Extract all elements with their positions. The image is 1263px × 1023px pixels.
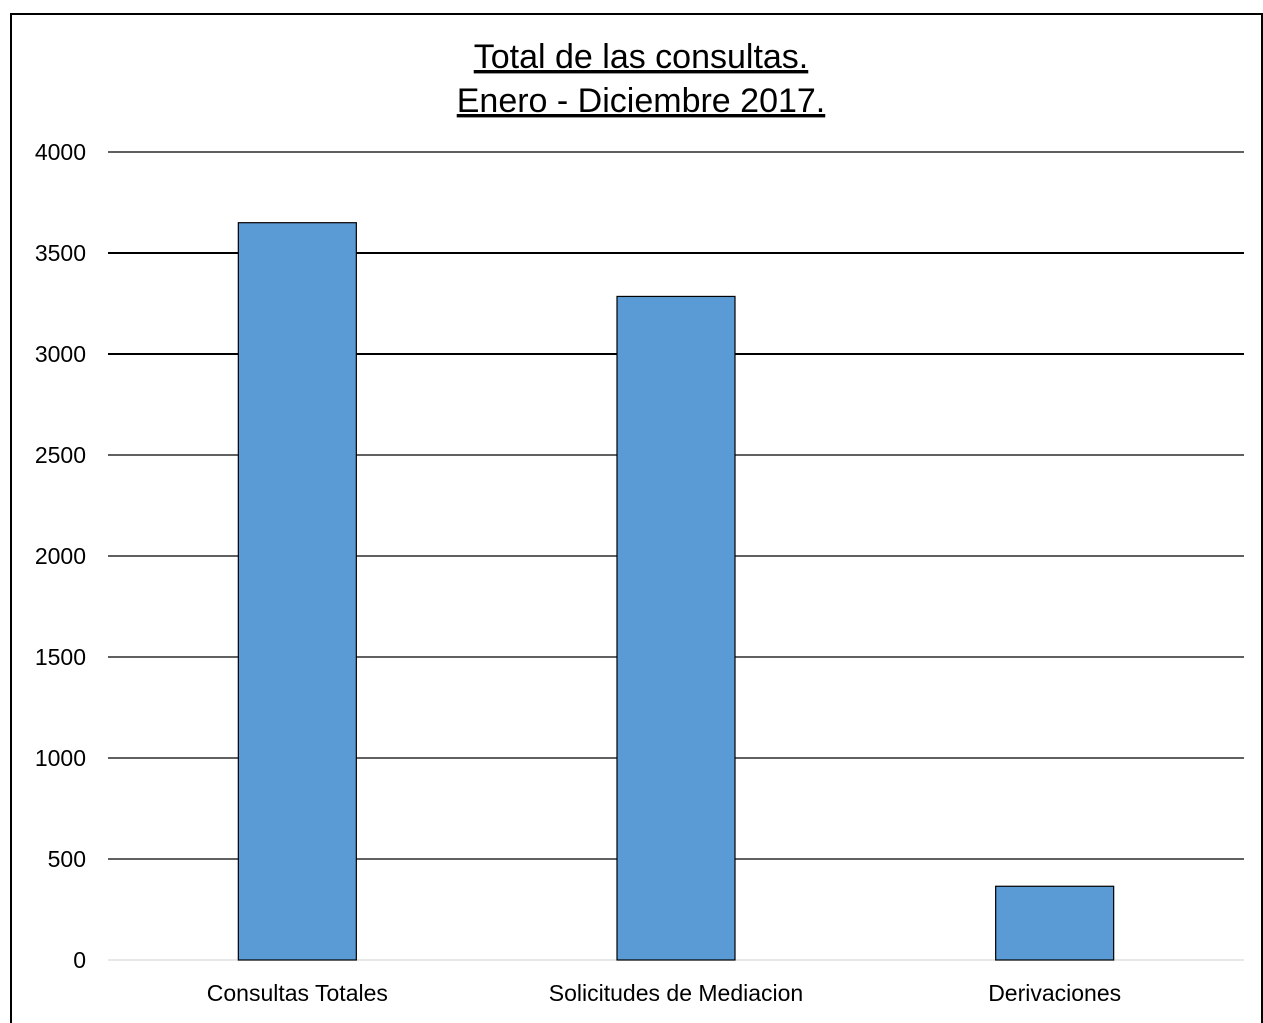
y-tick-label: 0 [73, 947, 86, 973]
chart-frame [10, 13, 1263, 1023]
y-tick-label: 4000 [35, 139, 86, 165]
y-tick-label: 2500 [35, 442, 86, 468]
bar-solicitudes-de-mediacion [616, 295, 736, 961]
chart-title-line-1: Total de las consultas. [474, 38, 809, 76]
y-tick-label: 1500 [35, 644, 86, 670]
y-tick-label: 1000 [35, 745, 86, 771]
bars [237, 222, 1115, 961]
x-category-label: Consultas Totales [207, 980, 388, 1006]
y-tick-label: 3500 [35, 240, 86, 266]
y-tick-label: 2000 [35, 543, 86, 569]
y-axis-tick-labels: 0 500 1000 1500 2000 2500 3000 3500 4000 [35, 139, 86, 973]
chart-title-line-2: Enero - Diciembre 2017. [457, 82, 826, 120]
y-tick-label: 500 [48, 846, 86, 872]
y-tick-label: 3000 [35, 341, 86, 367]
bar-derivaciones [995, 885, 1115, 961]
x-axis-category-labels: Consultas Totales Solicitudes de Mediacio… [207, 980, 1121, 1006]
x-category-label: Solicitudes de Mediacion [549, 980, 803, 1006]
x-category-label: Derivaciones [988, 980, 1121, 1006]
bar-consultas-totales [237, 222, 357, 961]
